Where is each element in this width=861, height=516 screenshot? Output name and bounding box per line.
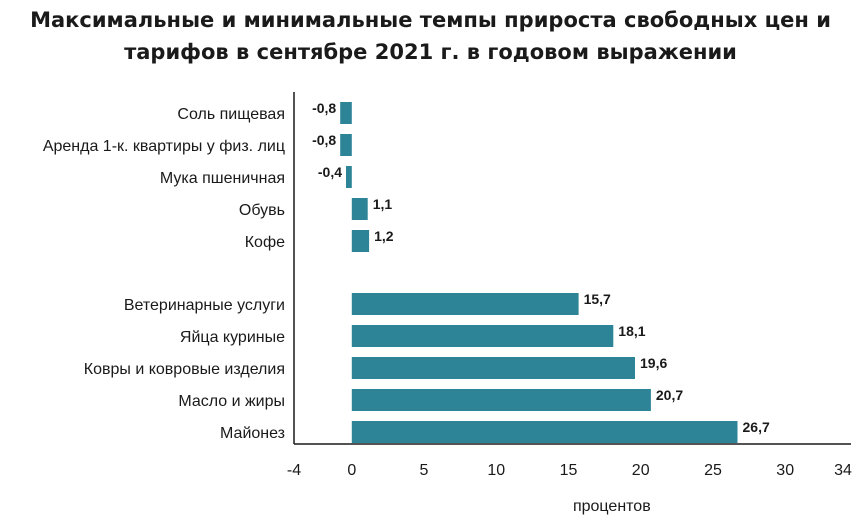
bar: [346, 166, 352, 188]
value-labels: -0,8 -0,8 -0,4 1,1 1,2 15,7 18,1 19,6 20,7 26,7: [312, 100, 770, 435]
value-label: 20,7: [656, 387, 683, 403]
x-tick-label: -4: [287, 462, 301, 479]
bars-layer: [340, 102, 738, 443]
value-label: 1,1: [373, 196, 393, 212]
value-label: 18,1: [618, 323, 645, 339]
value-label: -0,8: [312, 132, 336, 148]
bar: [351, 389, 651, 411]
category-label: Аренда 1-к. квартиры у физ. лиц: [43, 138, 285, 155]
bar: [351, 293, 579, 315]
bar: [340, 102, 352, 124]
bar: [340, 134, 352, 156]
x-tick-label: 0: [347, 462, 356, 479]
x-tick-label: 10: [487, 462, 505, 479]
x-tick-label: 5: [420, 462, 429, 479]
category-labels: Соль пищевая Аренда 1-к. квартиры у физ. …: [43, 106, 285, 442]
x-tick-labels: -4 0 5 10 15 20 25 30 34: [287, 462, 852, 479]
chart-title-line-2: тарифов в сентябре 2021 г. в годовом выр…: [124, 40, 737, 64]
category-label: Яйца куриные: [180, 329, 285, 346]
value-label: -0,4: [318, 164, 342, 180]
value-label: 1,2: [374, 228, 394, 244]
bar: [351, 198, 368, 220]
bar: [351, 325, 614, 347]
value-label: -0,8: [312, 100, 336, 116]
bar: [351, 357, 635, 379]
axes: [293, 92, 851, 445]
category-label: Обувь: [239, 202, 285, 219]
bar: [351, 421, 738, 443]
category-label: Ковры и ковровые изделия: [84, 361, 285, 378]
chart-title: Максимальные и минимальные темпы прирост…: [0, 4, 861, 68]
x-tick-label: 15: [560, 462, 578, 479]
x-tick-label: 25: [704, 462, 722, 479]
value-label: 26,7: [743, 419, 770, 435]
category-label: Масло и жиры: [178, 393, 285, 410]
x-axis-title: процентов: [573, 498, 651, 515]
bar: [351, 230, 370, 252]
category-label: Ветеринарные услуги: [124, 297, 285, 314]
category-label: Майонез: [220, 425, 285, 442]
x-tick-label: 30: [776, 462, 794, 479]
value-label: 15,7: [584, 291, 611, 307]
chart-title-line-1: Максимальные и минимальные темпы прирост…: [30, 8, 831, 32]
category-label: Кофе: [245, 234, 285, 251]
category-label: Соль пищевая: [177, 106, 285, 123]
x-tick-label: 34: [834, 462, 852, 479]
category-label: Мука пшеничная: [160, 170, 285, 187]
x-tick-label: 20: [632, 462, 650, 479]
value-label: 19,6: [640, 355, 667, 371]
